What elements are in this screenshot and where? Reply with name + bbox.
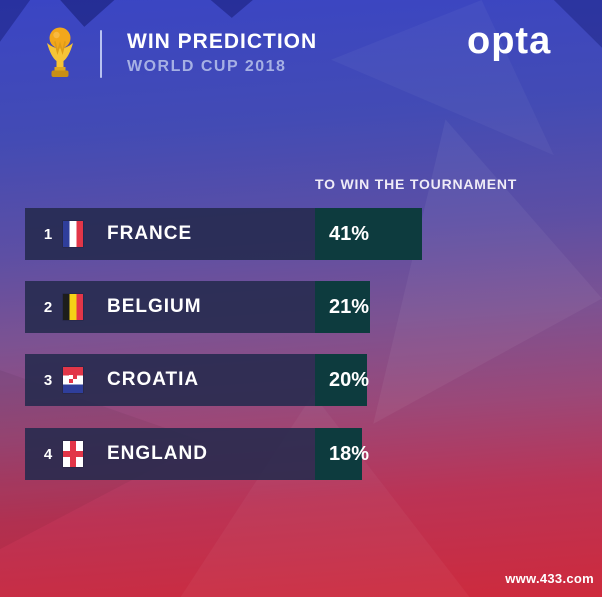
- header-divider: [100, 30, 102, 78]
- page-subtitle: WORLD CUP 2018: [127, 58, 287, 75]
- rank-number: 4: [43, 445, 53, 463]
- percent-bar: 18%: [315, 428, 369, 480]
- france-flag-icon: [63, 221, 83, 247]
- row-label-bar: 2 BELGIUM: [25, 281, 315, 333]
- row-label-bar: 1 FRANCE: [25, 208, 315, 260]
- row-label-bar: 3 CROATIA: [25, 354, 315, 406]
- percent-bar: 41%: [315, 208, 422, 260]
- rank-number: 3: [43, 371, 53, 389]
- prediction-row-croatia: 3 CROATIA 20%: [25, 354, 369, 406]
- prediction-row-france: 1 FRANCE 41%: [25, 208, 422, 260]
- belgium-flag-icon: [63, 294, 83, 320]
- prediction-row-england: 4 ENGLAND 18%: [25, 428, 369, 480]
- country-name: BELGIUM: [107, 296, 202, 317]
- row-label-bar: 4 ENGLAND: [25, 428, 315, 480]
- prediction-row-belgium: 2 BELGIUM 21%: [25, 281, 370, 333]
- watermark-url: www.433.com: [505, 571, 594, 586]
- world-cup-trophy-icon: [42, 26, 78, 85]
- page-title: WIN PREDICTION: [127, 30, 318, 53]
- percent-bar: 21%: [315, 281, 370, 333]
- england-flag-icon: [63, 441, 83, 467]
- section-label: TO WIN THE TOURNAMENT: [315, 176, 518, 192]
- opta-logo: opta: [467, 20, 552, 62]
- country-name: ENGLAND: [107, 443, 208, 464]
- rank-number: 1: [43, 225, 53, 243]
- country-name: CROATIA: [107, 369, 200, 390]
- croatia-flag-icon: [63, 367, 83, 393]
- percent-bar: 20%: [315, 354, 369, 406]
- rank-number: 2: [43, 298, 53, 316]
- header-title-block: WIN PREDICTION WORLD CUP 2018: [127, 31, 317, 75]
- country-name: FRANCE: [107, 223, 193, 244]
